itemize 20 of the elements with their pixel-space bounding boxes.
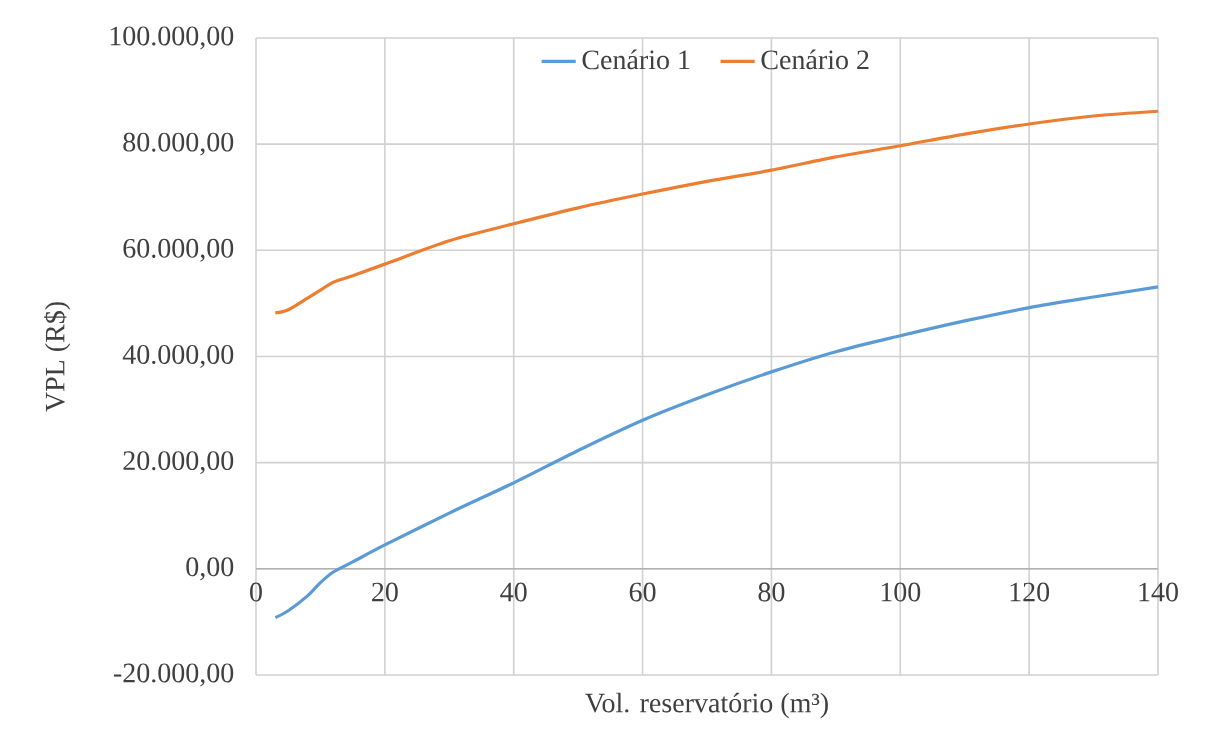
x-tick-label: 120 [1010, 582, 1050, 602]
x-tick-label: 0 [250, 582, 262, 602]
x-tick-label: 20 [372, 582, 398, 602]
x-axis-title: Vol. reservatório (m³) [585, 692, 828, 719]
legend-label: Cenário 2 [761, 49, 869, 70]
x-tick-label: 100 [881, 582, 921, 602]
y-tick-label: 0,00 [186, 557, 234, 581]
x-tick-label: 140 [1139, 582, 1178, 602]
y-tick-label: 60.000,00 [123, 238, 234, 262]
line-series [273, 109, 1160, 315]
y-tick-label: 40.000,00 [122, 345, 234, 368]
x-tick-label: 40 [500, 582, 527, 602]
legend-label: Cenário 1 [582, 49, 690, 70]
y-tick-label: 80.000,00 [123, 132, 234, 156]
y-tick-label: -20.000,00 [113, 663, 234, 687]
y-axis-title: VPL (R$) [44, 302, 71, 412]
x-tick-label: 60 [629, 582, 656, 602]
y-tick-label: 100.000,00 [110, 26, 234, 50]
x-tick-label: 80 [758, 582, 785, 602]
y-tick-label: 20.000,00 [123, 451, 234, 475]
